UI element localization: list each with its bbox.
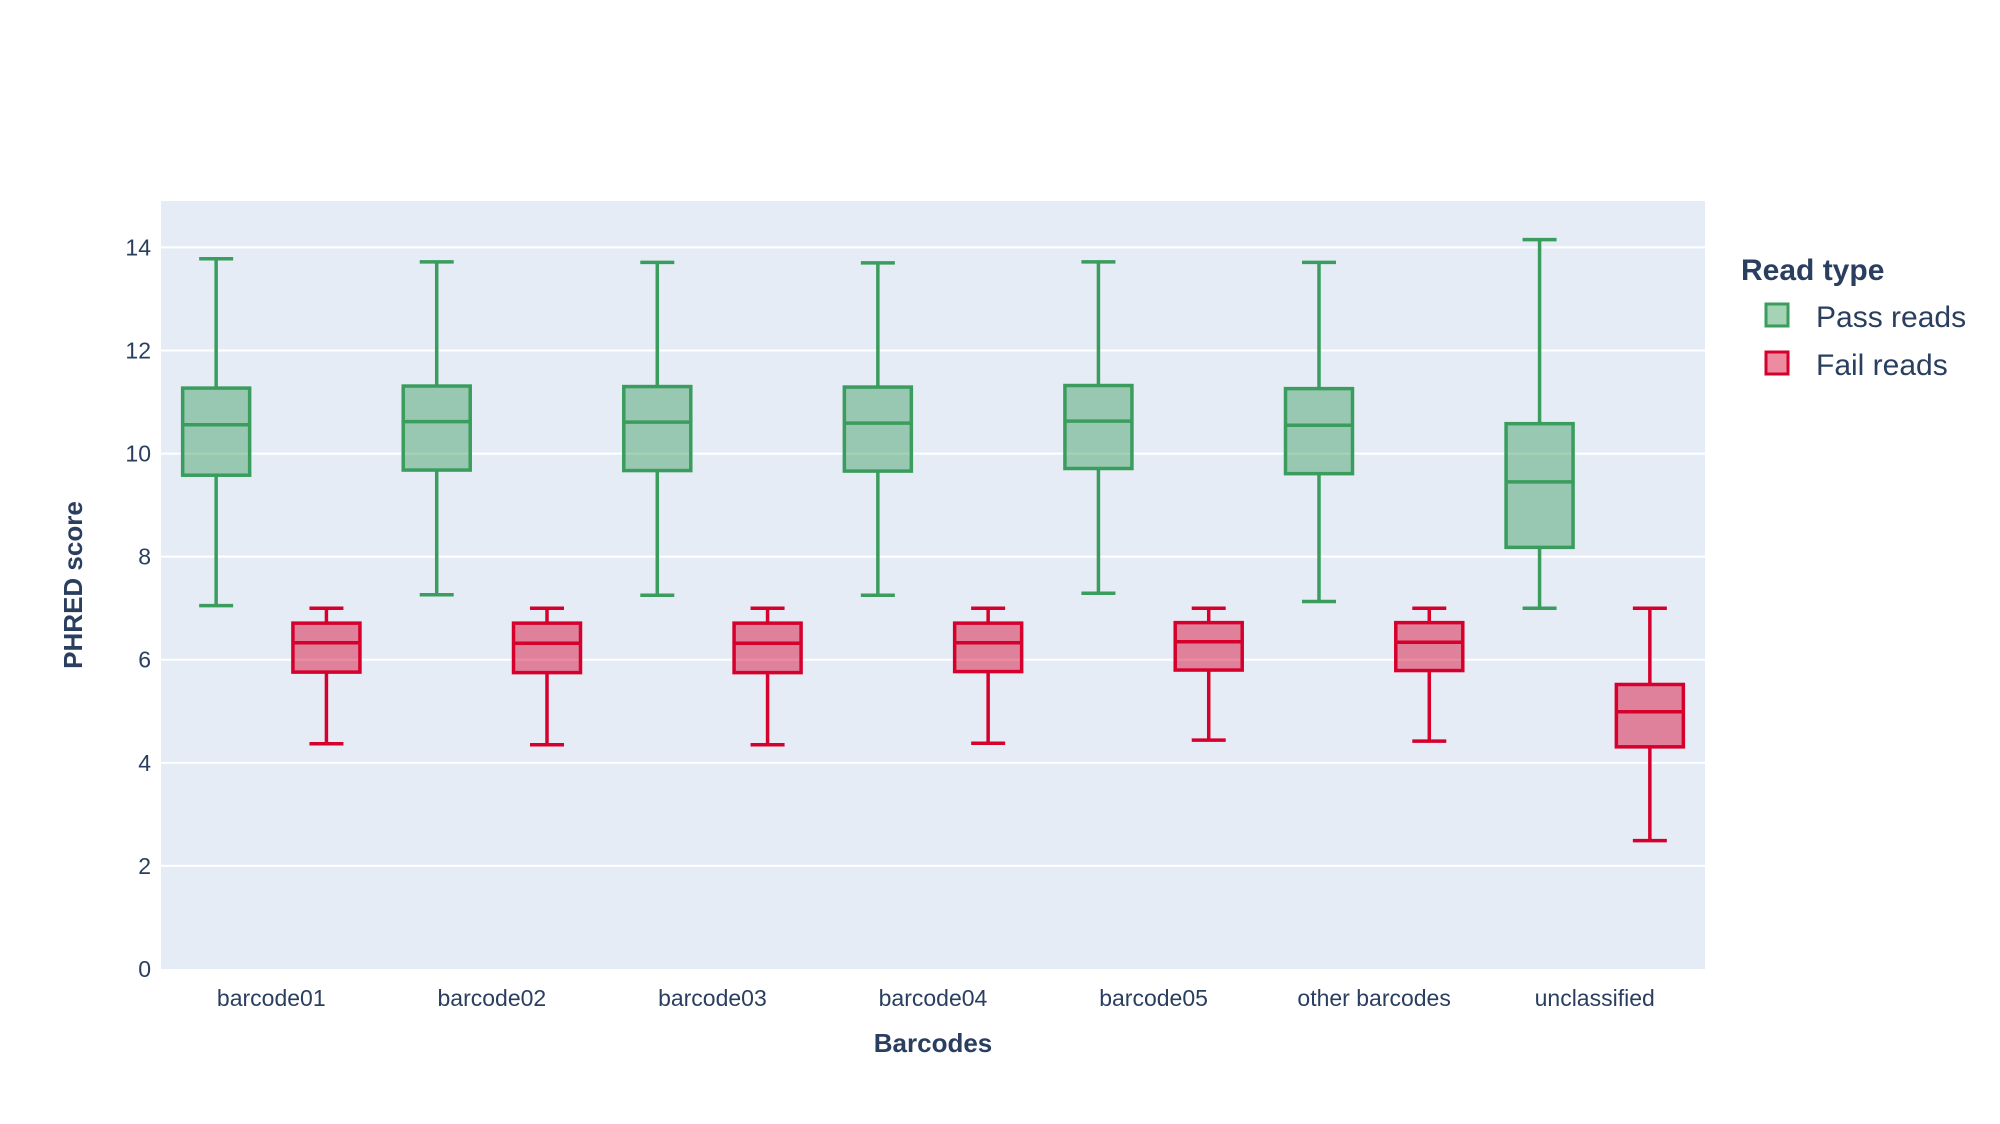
x-tick-label: other barcodes — [1297, 985, 1450, 1011]
box-iqr — [1614, 682, 1686, 749]
legend-label-pass-reads: Pass reads — [1816, 301, 1966, 334]
legend-swatch-pass-reads — [1764, 302, 1790, 328]
box-fail-reads[interactable] — [732, 606, 803, 747]
box-iqr — [622, 384, 693, 473]
y-tick-label: 10 — [125, 441, 151, 467]
gridlines — [161, 246, 1705, 867]
box-pass-reads[interactable] — [401, 260, 472, 597]
box-iqr — [1504, 421, 1575, 550]
legend-label-fail-reads: Fail reads — [1816, 349, 1948, 382]
box-iqr — [511, 621, 583, 675]
box-pass-reads[interactable] — [842, 261, 914, 598]
x-tick-label: barcode01 — [217, 985, 326, 1011]
legend[interactable]: Read type Pass reads Fail reads — [1741, 254, 1966, 382]
y-tick-label: 0 — [138, 956, 151, 982]
legend-title: Read type — [1741, 254, 1884, 287]
box-pass-reads[interactable] — [1283, 260, 1355, 604]
y-tick-label: 2 — [138, 853, 151, 879]
y-tick-labels: 0 2 4 6 8 10 12 14 — [125, 234, 151, 982]
box-iqr — [842, 385, 914, 473]
box-pass-reads[interactable] — [180, 256, 252, 608]
box-iqr — [401, 384, 472, 472]
box-iqr — [952, 621, 1024, 674]
legend-item-pass-reads[interactable]: Pass reads — [1764, 301, 1966, 334]
box-iqr — [291, 621, 362, 674]
box-pass-reads[interactable] — [622, 260, 693, 598]
box-pass-reads[interactable] — [1504, 237, 1575, 610]
box-iqr — [1063, 383, 1134, 471]
box-fail-reads[interactable] — [511, 606, 583, 747]
legend-item-fail-reads[interactable]: Fail reads — [1764, 349, 1948, 382]
box-iqr — [1394, 620, 1465, 673]
box-iqr — [732, 621, 803, 675]
y-axis-title: PHRED score — [58, 501, 88, 669]
box-fail-reads[interactable] — [1173, 606, 1244, 742]
box-fail-reads[interactable] — [291, 606, 362, 746]
plot-area — [161, 201, 1705, 969]
x-tick-label: barcode05 — [1099, 985, 1208, 1011]
y-tick-label: 14 — [125, 234, 151, 260]
box-fail-reads[interactable] — [1394, 606, 1465, 743]
box-iqr — [1173, 620, 1244, 672]
y-tick-label: 8 — [138, 544, 151, 570]
y-tick-label: 6 — [138, 647, 151, 673]
legend-swatch-fail-reads — [1764, 350, 1790, 376]
x-tick-label: barcode02 — [438, 985, 547, 1011]
x-axis-title: Barcodes — [874, 1028, 993, 1058]
y-tick-label: 4 — [138, 750, 151, 776]
box-fail-reads[interactable] — [952, 606, 1024, 745]
box-iqr — [180, 386, 252, 477]
x-tick-label: barcode04 — [879, 985, 988, 1011]
box-iqr — [1283, 386, 1355, 476]
x-tick-labels: barcode01 barcode02 barcode03 barcode04 barc… — [217, 985, 1655, 1011]
box-fail-reads[interactable] — [1614, 606, 1686, 843]
x-tick-label: barcode03 — [658, 985, 767, 1011]
box-series — [180, 237, 1686, 843]
y-tick-label: 12 — [125, 337, 151, 363]
x-tick-label: unclassified — [1535, 985, 1655, 1011]
box-pass-reads[interactable] — [1063, 260, 1134, 595]
